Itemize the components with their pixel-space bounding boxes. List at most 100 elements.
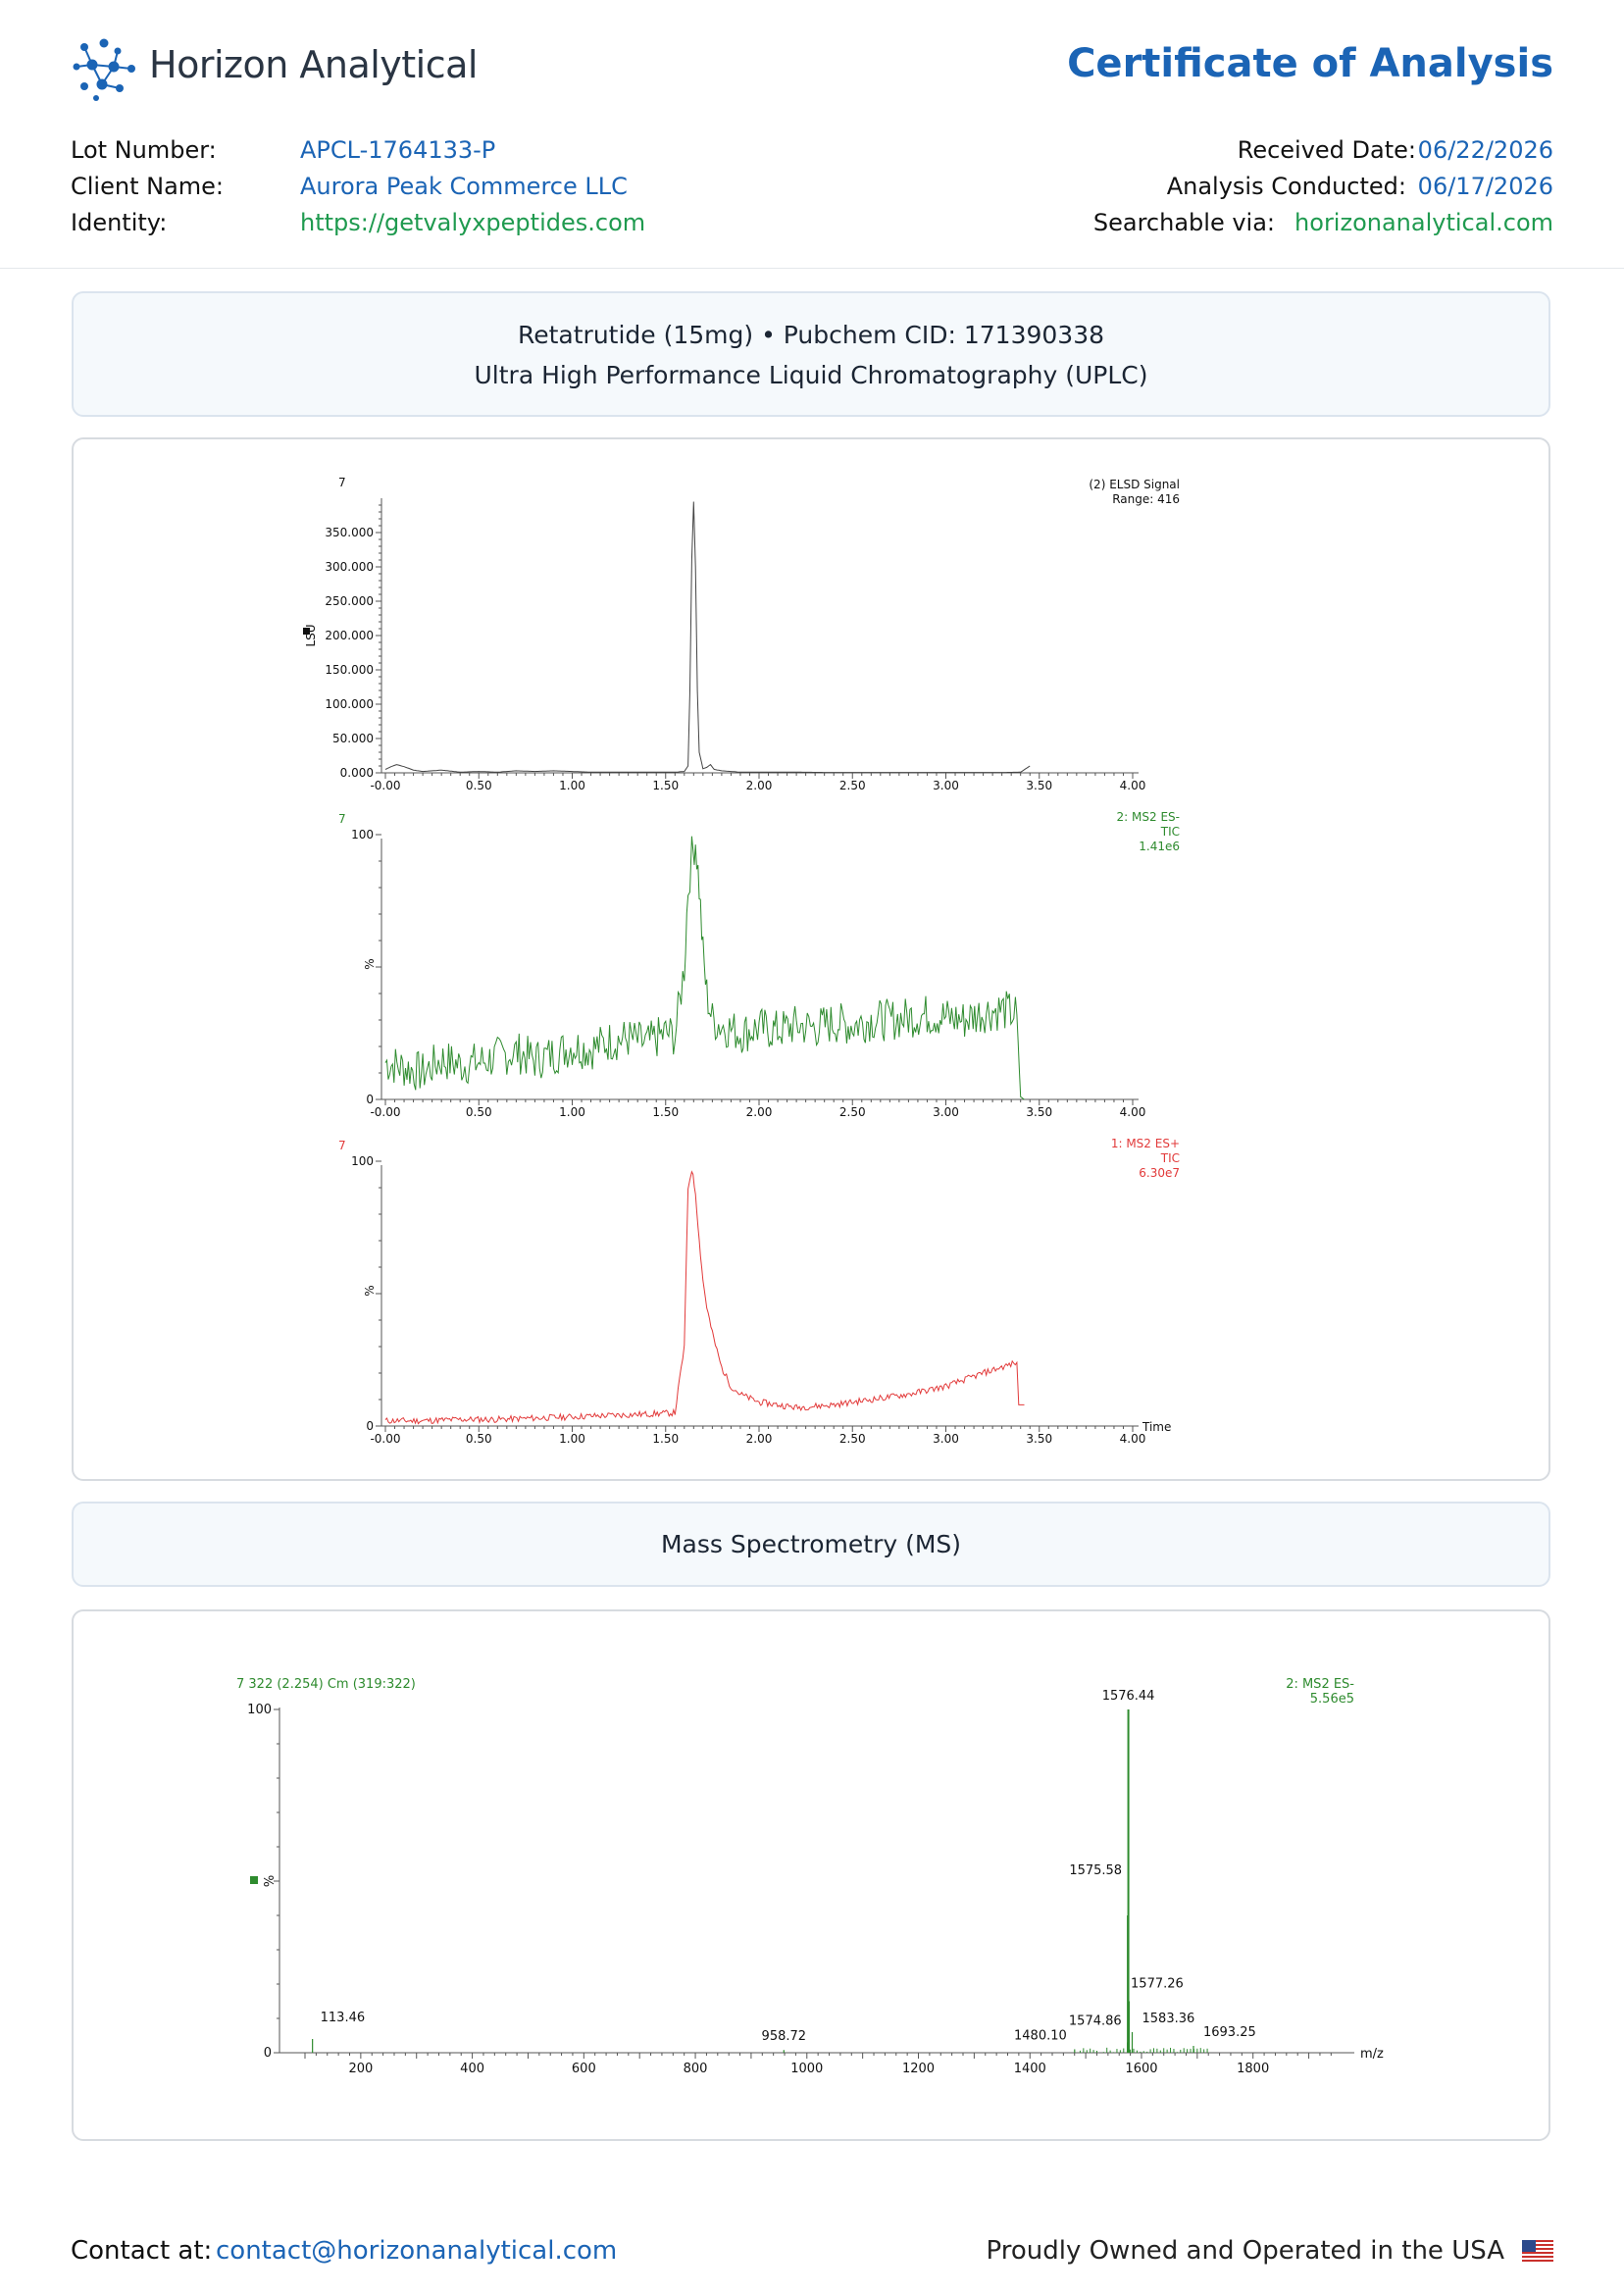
footer-tagline: Proudly Owned and Operated in the USA xyxy=(986,2236,1504,2266)
molecule-icon xyxy=(73,38,135,101)
brand-name: Horizon Analytical xyxy=(149,43,478,86)
y-tick-label: 0.000 xyxy=(340,766,374,780)
brand-logo xyxy=(71,37,482,102)
method-line: Ultra High Performance Liquid Chromatogr… xyxy=(474,361,1148,389)
peak-label: 1480.10 xyxy=(1014,2029,1067,2044)
y-tick-label: 0 xyxy=(264,2046,272,2061)
x-tick-label: 400 xyxy=(460,2062,484,2076)
trace-line xyxy=(384,501,1031,774)
x-tick-label: 2.00 xyxy=(746,1432,773,1446)
compound-line: Retatrutide (15mg) • Pubchem CID: 171390… xyxy=(517,321,1105,349)
y-tick-label: 250.000 xyxy=(325,594,374,608)
x-tick-label: 1400 xyxy=(1014,2062,1046,2076)
analysis-date-label: Analysis Conducted: xyxy=(1166,173,1406,200)
x-tick-label: 1.50 xyxy=(652,1105,679,1119)
x-tick-label: 1200 xyxy=(902,2062,935,2076)
x-tick-label: -0.00 xyxy=(370,1432,400,1446)
panel-legend-line: 1: MS2 ES+ xyxy=(1111,1137,1180,1150)
y-tick-label: 100 xyxy=(351,828,374,841)
y-tick-label: 50.000 xyxy=(332,732,374,745)
x-tick-label: 1600 xyxy=(1125,2062,1157,2076)
peak-label: 1576.44 xyxy=(1102,1689,1155,1704)
x-tick-label: 4.00 xyxy=(1120,779,1146,792)
analysis-date-value: 06/17/2026 xyxy=(1417,173,1553,200)
x-tick-label: 4.00 xyxy=(1120,1432,1146,1446)
client-name-label: Client Name: xyxy=(71,173,224,200)
x-tick-label: 200 xyxy=(348,2062,373,2076)
document-title: Certificate of Analysis xyxy=(1067,41,1553,86)
x-tick-label: 3.50 xyxy=(1026,1105,1052,1119)
x-tick-label: 2.50 xyxy=(839,1432,866,1446)
peak-label: 113.46 xyxy=(321,2011,366,2025)
y-axis-marker xyxy=(250,1876,258,1884)
identity-link[interactable]: https://getvalyxpeptides.com xyxy=(300,209,646,236)
panel-legend-line: Range: 416 xyxy=(1112,492,1180,506)
x-tick-label: 4.00 xyxy=(1120,1105,1146,1119)
us-flag-icon xyxy=(1522,2240,1553,2264)
x-tick-label: 1.50 xyxy=(652,1432,679,1446)
x-tick-label: 3.50 xyxy=(1026,1432,1052,1446)
panel-corner-label: 7 xyxy=(338,1139,346,1152)
y-axis-label: % xyxy=(263,1875,278,1887)
received-date-value: 06/22/2026 xyxy=(1417,136,1553,164)
x-tick-label: 0.50 xyxy=(466,1432,492,1446)
panel-legend-line: TIC xyxy=(1160,1151,1180,1165)
panel-legend-line: TIC xyxy=(1160,825,1180,839)
trace-line xyxy=(384,1170,1025,1425)
x-tick-label: 1800 xyxy=(1237,2062,1269,2076)
x-tick-label: 1000 xyxy=(790,2062,823,2076)
y-axis-label: % xyxy=(363,958,377,969)
chromatogram-chart: -0.00 0.50 1.00 1.50 2.00 2.50 3.00 3.50 4.00 350… xyxy=(303,476,1180,1446)
ms-info-box: Mass Spectrometry (MS) xyxy=(72,1502,1550,1587)
panel-legend-line: 1.41e6 xyxy=(1139,840,1180,853)
searchable-link[interactable]: horizonanalytical.com xyxy=(1294,209,1553,236)
lot-number-value: APCL-1764133-P xyxy=(300,136,496,164)
header-divider xyxy=(0,268,1624,269)
x-tick-label: 1.00 xyxy=(559,1105,585,1119)
x-tick-label: -0.00 xyxy=(370,779,400,792)
peak-label: 1583.36 xyxy=(1142,2012,1195,2026)
x-tick-label: 600 xyxy=(572,2062,596,2076)
panel-legend-line: (2) ELSD Signal xyxy=(1089,478,1180,491)
x-axis-label: m/z xyxy=(1360,2047,1384,2062)
panel-corner-label: 7 xyxy=(338,476,346,489)
y-tick-label: 150.000 xyxy=(325,663,374,677)
mass-spectrum-box: 100 0 200 400 600 800 1000 1200 1400 1600 1800 m/z%… xyxy=(72,1609,1550,2141)
x-tick-label: 0.50 xyxy=(466,779,492,792)
trace-line xyxy=(384,836,1025,1100)
x-tick-label: 3.00 xyxy=(933,1105,959,1119)
client-name-value: Aurora Peak Commerce LLC xyxy=(300,173,628,200)
panel-legend-line: 2: MS2 ES- xyxy=(1117,810,1180,824)
x-tick-label: 3.00 xyxy=(933,1432,959,1446)
peak-label: 1575.58 xyxy=(1069,1863,1122,1878)
x-tick-label: 2.50 xyxy=(839,1105,866,1119)
y-axis-label: % xyxy=(363,1285,377,1296)
y-tick-label: 300.000 xyxy=(325,560,374,574)
uplc-info-box: Retatrutide (15mg) • Pubchem CID: 171390… xyxy=(72,291,1550,417)
spectrum-header-label: 7 322 (2.254) Cm (319:322) xyxy=(236,1677,416,1692)
peak-label: 1577.26 xyxy=(1131,1977,1184,1992)
x-tick-label: 3.50 xyxy=(1026,779,1052,792)
peak-label: 958.72 xyxy=(762,2029,807,2044)
chromatogram-panel-elsd: -0.00 0.50 1.00 1.50 2.00 2.50 3.00 3.50 4.00 350… xyxy=(303,476,1180,792)
y-tick-label: 100.000 xyxy=(325,697,374,711)
x-tick-label: 800 xyxy=(684,2062,708,2076)
x-tick-label: 1.50 xyxy=(652,779,679,792)
spectrum-legend-line: 5.56e5 xyxy=(1310,1692,1354,1707)
panel-corner-label: 7 xyxy=(338,812,346,826)
x-tick-label: 2.00 xyxy=(746,779,773,792)
y-axis-marker xyxy=(303,628,310,635)
searchable-label: Searchable via: xyxy=(1092,209,1275,236)
contact-label: Contact at: xyxy=(71,2236,213,2266)
lot-number-label: Lot Number: xyxy=(71,136,217,164)
x-tick-label: 0.50 xyxy=(466,1105,492,1119)
chromatogram-box: -0.00 0.50 1.00 1.50 2.00 2.50 3.00 3.50 4.00 350… xyxy=(72,437,1550,1481)
y-tick-label: 200.000 xyxy=(325,629,374,642)
contact-email-link[interactable]: contact@horizonanalytical.com xyxy=(216,2236,618,2266)
x-tick-label: 2.50 xyxy=(839,779,866,792)
y-tick-label: 100 xyxy=(351,1154,374,1168)
peak-label: 1574.86 xyxy=(1069,2014,1122,2029)
y-tick-label: 100 xyxy=(247,1703,272,1717)
